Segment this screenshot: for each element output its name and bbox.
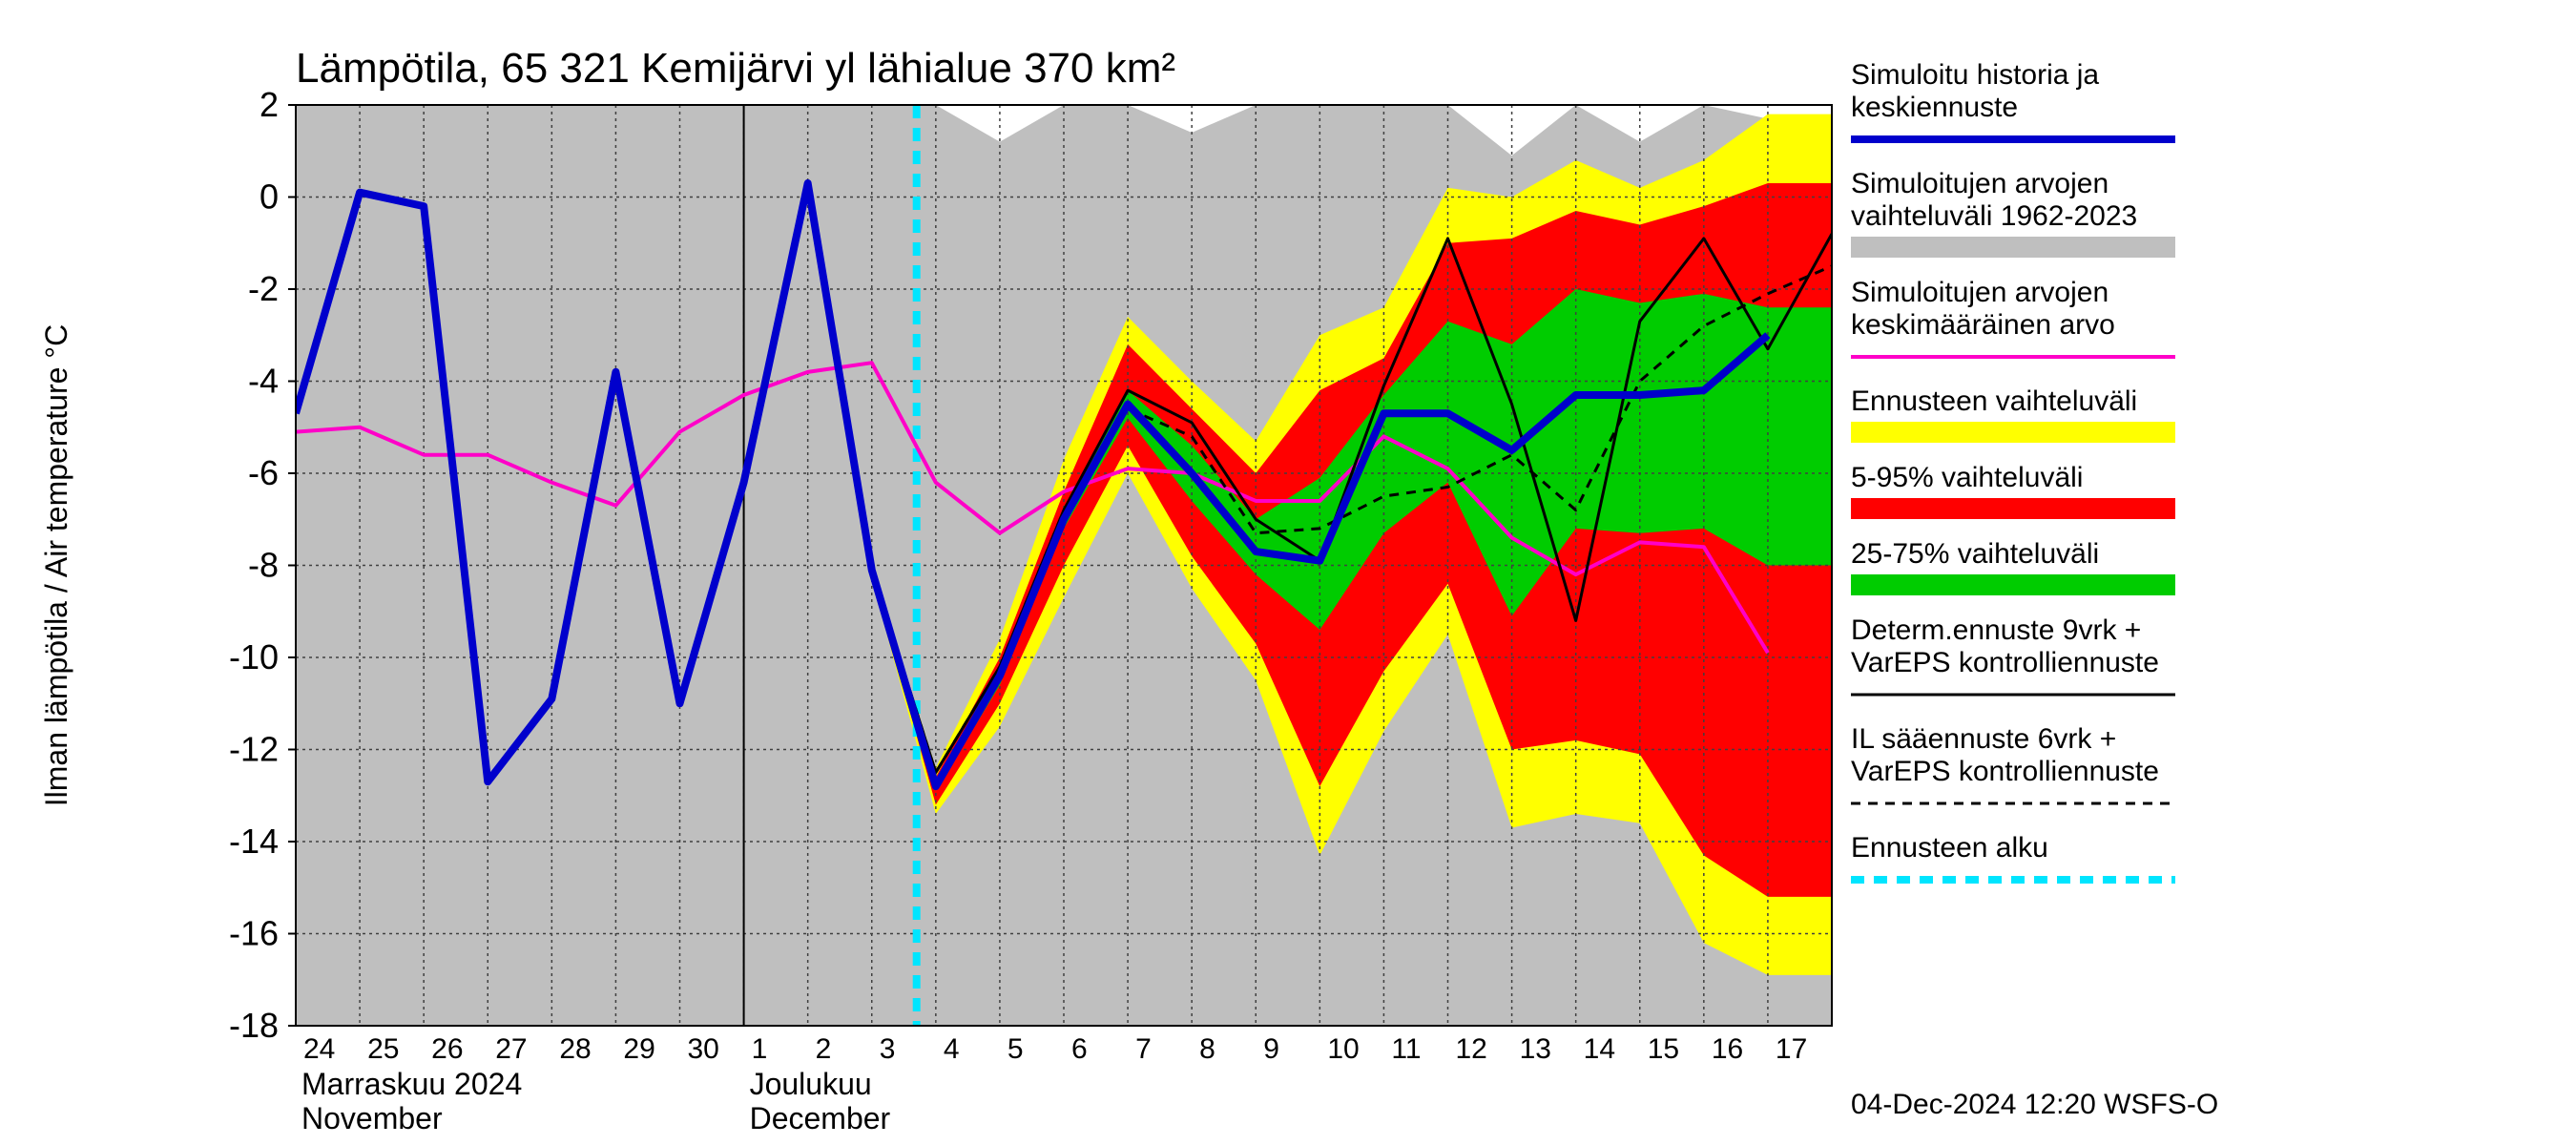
legend-label: Simuloitu historia ja xyxy=(1851,59,2099,91)
footer-timestamp: 04-Dec-2024 12:20 WSFS-O xyxy=(1851,1089,2218,1120)
y-tick-label: -8 xyxy=(248,546,279,585)
month-label-right-1: Joulukuu xyxy=(750,1067,872,1101)
x-tick-label: 30 xyxy=(688,1033,719,1065)
legend-label: Ennusteen alku xyxy=(1851,832,2048,864)
legend-label: Simuloitujen arvojen xyxy=(1851,168,2109,199)
chart-title: Lämpötila, 65 321 Kemijärvi yl lähialue … xyxy=(296,45,1175,92)
x-tick-label: 1 xyxy=(752,1033,768,1065)
y-tick-label: -12 xyxy=(229,730,279,769)
x-tick-label: 5 xyxy=(1008,1033,1024,1065)
x-tick-label: 9 xyxy=(1263,1033,1279,1065)
y-tick-label: 0 xyxy=(260,177,279,217)
x-tick-label: 26 xyxy=(431,1033,463,1065)
y-tick-label: -4 xyxy=(248,362,279,401)
x-tick-label: 17 xyxy=(1776,1033,1807,1065)
legend-sample-swatch xyxy=(1851,422,2175,443)
x-tick-label: 6 xyxy=(1071,1033,1088,1065)
chart-container: 20-2-4-6-8-10-12-14-16-18242526272829301… xyxy=(0,0,2576,1145)
y-tick-label: -10 xyxy=(229,637,279,677)
legend-label: 5-95% vaihteluväli xyxy=(1851,462,2083,493)
legend-label: VarEPS kontrolliennuste xyxy=(1851,756,2159,787)
month-label-left-1: Marraskuu 2024 xyxy=(301,1067,522,1101)
x-tick-label: 2 xyxy=(816,1033,832,1065)
y-tick-label: -18 xyxy=(229,1006,279,1045)
x-tick-label: 11 xyxy=(1391,1033,1421,1065)
legend-sample-swatch xyxy=(1851,498,2175,519)
x-tick-label: 14 xyxy=(1584,1033,1615,1065)
legend-label: IL sääennuste 6vrk + xyxy=(1851,723,2116,755)
x-tick-label: 12 xyxy=(1456,1033,1487,1065)
x-tick-label: 10 xyxy=(1327,1033,1359,1065)
x-tick-label: 4 xyxy=(944,1033,960,1065)
y-tick-label: -14 xyxy=(229,822,279,861)
x-tick-label: 27 xyxy=(495,1033,527,1065)
x-tick-label: 13 xyxy=(1520,1033,1551,1065)
legend-label: Determ.ennuste 9vrk + xyxy=(1851,614,2141,646)
y-tick-label: -2 xyxy=(248,269,279,308)
y-tick-label: 2 xyxy=(260,85,279,124)
legend-label: Simuloitujen arvojen xyxy=(1851,277,2109,308)
legend-sample-swatch xyxy=(1851,237,2175,258)
x-tick-label: 29 xyxy=(623,1033,654,1065)
chart-svg: 20-2-4-6-8-10-12-14-16-18242526272829301… xyxy=(0,0,2576,1145)
x-tick-label: 25 xyxy=(367,1033,399,1065)
x-tick-label: 16 xyxy=(1712,1033,1743,1065)
x-tick-label: 7 xyxy=(1135,1033,1152,1065)
legend-label: 25-75% vaihteluväli xyxy=(1851,538,2099,570)
legend-label: VarEPS kontrolliennuste xyxy=(1851,647,2159,678)
legend-label: vaihteluväli 1962-2023 xyxy=(1851,200,2137,232)
legend-sample-swatch xyxy=(1851,574,2175,595)
y-tick-label: -6 xyxy=(248,453,279,492)
x-tick-label: 15 xyxy=(1648,1033,1679,1065)
legend-label: keskimääräinen arvo xyxy=(1851,309,2115,341)
x-tick-label: 3 xyxy=(880,1033,896,1065)
month-label-left-2: November xyxy=(301,1101,443,1135)
legend-label: Ennusteen vaihteluväli xyxy=(1851,385,2137,417)
month-label-right-2: December xyxy=(750,1101,891,1135)
legend-label: keskiennuste xyxy=(1851,92,2018,123)
y-axis-label: Ilman lämpötila / Air temperature °C xyxy=(39,324,73,806)
x-tick-label: 24 xyxy=(303,1033,335,1065)
x-tick-label: 28 xyxy=(559,1033,591,1065)
x-tick-label: 8 xyxy=(1199,1033,1215,1065)
y-tick-label: -16 xyxy=(229,914,279,953)
